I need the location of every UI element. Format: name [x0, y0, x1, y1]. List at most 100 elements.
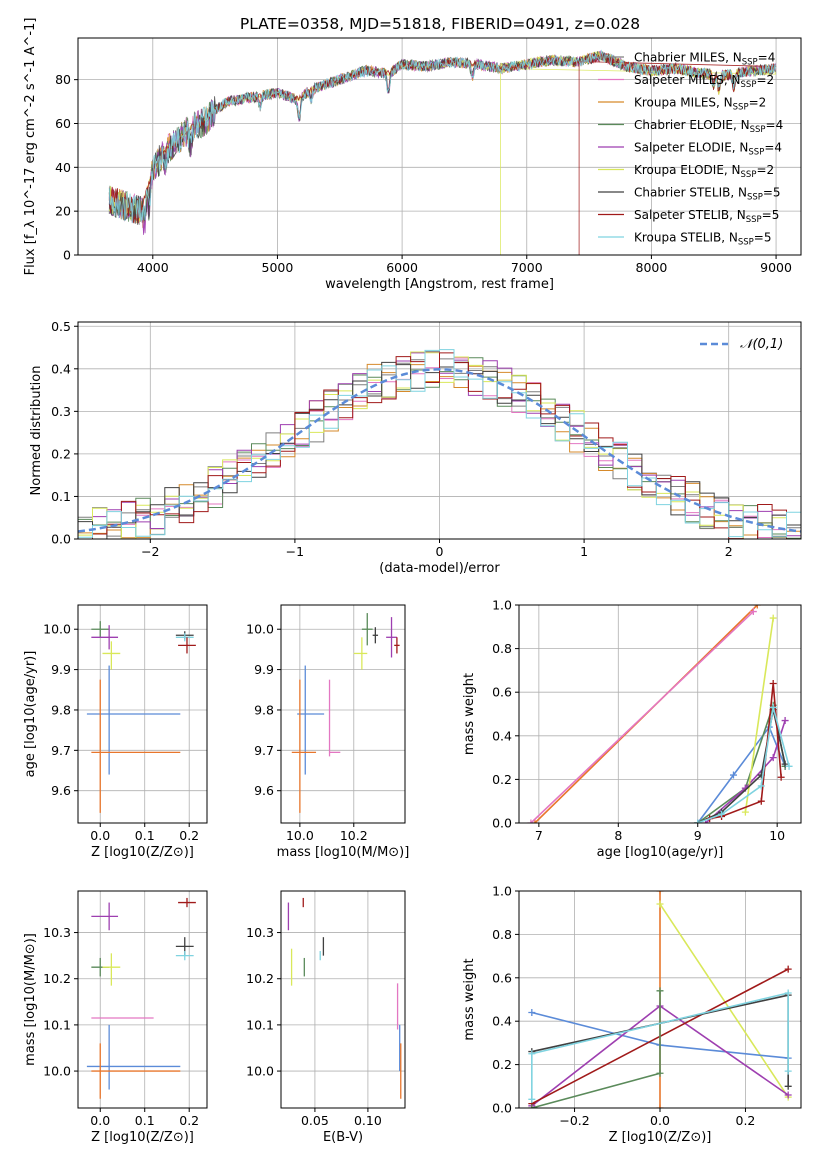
series-point	[718, 810, 726, 818]
errorbar-point	[372, 627, 379, 644]
y-tick-label: 0.2	[51, 446, 71, 461]
series-point	[729, 771, 737, 779]
figure-title: PLATE=0358, MJD=51818, FIBERID=0491, z=0…	[240, 15, 640, 33]
errorbar-point	[297, 665, 325, 775]
age-vs-mass-panel: 10.0 10.2 9.6 9.7 9.8 9.9 10.0 mass [log10(M/M⊙…	[246, 604, 409, 860]
series-point	[656, 1104, 664, 1108]
errorbar-point	[91, 1043, 181, 1099]
series-point	[694, 819, 702, 823]
y-tick-label: 9.9	[254, 662, 274, 677]
x-tick-label: 0.1	[135, 1113, 155, 1128]
series-point	[784, 1091, 792, 1099]
spectrum-line	[108, 50, 777, 255]
x-axis-label: Z [log10(Z/Z⊙)]	[91, 1130, 194, 1145]
x-tick-label: 0.0	[650, 1113, 670, 1128]
x-tick-label: −2	[141, 544, 159, 559]
series-point	[749, 608, 757, 616]
x-tick-label: 0.2	[736, 1113, 756, 1128]
legend-label: Salpeter MILES, NSSP=2	[634, 73, 774, 90]
series-line	[744, 617, 774, 813]
errorbar-point	[86, 665, 181, 775]
x-tick-label: 10.0	[286, 828, 314, 843]
errorbar-point	[175, 951, 194, 961]
y-tick-label: 10.0	[246, 1064, 274, 1079]
y-axis-label: mass weight	[462, 958, 477, 1040]
y-tick-label: 9.7	[254, 743, 274, 758]
x-axis-label: (data-model)/error	[379, 561, 500, 576]
legend-label: Chabrier STELIB, NSSP=5	[634, 186, 781, 203]
x-tick-label: 8000	[636, 260, 668, 275]
weight-vs-metallicity-panel: −0.2 0.0 0.2 0.0 0.2 0.4 0.6 0.8 1.0 Z [log10(Z/Z…	[462, 884, 802, 1145]
errorbar-point	[291, 679, 317, 813]
series-point	[528, 1050, 536, 1058]
series-point	[769, 754, 777, 762]
series-point	[769, 614, 777, 622]
y-tick-label: 9.6	[51, 783, 71, 798]
y-tick-label: 10.3	[246, 925, 274, 940]
y-tick-label: 10.1	[246, 1017, 274, 1032]
mass-vs-ebv-panel: 0.05 0.10 10.0 10.1 10.2 10.3 E(B-V)	[246, 890, 406, 1145]
y-tick-label: 10.2	[246, 971, 274, 986]
x-tick-label: 4000	[137, 260, 169, 275]
errorbar-point	[91, 679, 181, 813]
residuals-panel: −2 −1 0 1 2 0.0 0.1 0.2 0.3 0.4 0.5 (data-model)/er…	[29, 319, 802, 576]
y-tick-label: 60	[55, 116, 71, 131]
legend-label: Kroupa STELIB, NSSP=5	[634, 231, 772, 248]
x-tick-label: 9000	[760, 260, 792, 275]
y-tick-label: 0.5	[51, 319, 71, 334]
errorbar-point	[175, 633, 194, 642]
grid-lines	[78, 891, 207, 1108]
x-tick-label: 2	[725, 544, 733, 559]
y-tick-label: 0.1	[51, 489, 71, 504]
x-tick-label: −1	[286, 544, 304, 559]
series-point	[769, 679, 777, 687]
series-point	[781, 717, 789, 725]
plot-area	[86, 621, 196, 813]
plot-area	[108, 49, 777, 255]
series-point	[527, 819, 535, 823]
x-tick-label: 10.2	[340, 828, 368, 843]
series-point	[784, 965, 792, 973]
errorbar-point	[178, 637, 196, 654]
weight-vs-age-panel: 7 8 9 10 0.0 0.2 0.4 0.6 0.8 1.0 age [log10(age/yr…	[462, 598, 802, 860]
y-tick-label: 20	[55, 204, 71, 219]
series-line	[531, 991, 789, 1100]
age-vs-metallicity-panel: 0.0 0.1 0.2 9.6 9.7 9.8 9.9 10.0 Z [log10(Z/Z⊙)]…	[23, 604, 208, 860]
legend-label: Chabrier ELODIE, NSSP=4	[634, 118, 783, 135]
histogram-step	[78, 357, 801, 539]
x-tick-label: 0.1	[135, 828, 155, 843]
axes-frame	[280, 604, 406, 824]
axes-frame	[77, 890, 208, 1109]
legend: 𝒩(0,1)	[700, 337, 783, 352]
errorbar-point	[353, 637, 368, 670]
y-tick-label: 0.8	[492, 927, 512, 942]
y-tick-label: 0.0	[51, 532, 71, 547]
y-tick-label: 0.0	[492, 816, 512, 831]
y-tick-label: 10.0	[43, 1064, 71, 1079]
legend: Chabrier MILES, NSSP=4 Salpeter MILES, NS…	[598, 51, 783, 248]
axes-frame	[518, 604, 802, 824]
y-tick-label: 0.6	[492, 970, 512, 985]
legend-label: Chabrier MILES, NSSP=4	[634, 51, 775, 68]
series-point	[656, 891, 664, 895]
mass-vs-metallicity-panel: 0.0 0.1 0.2 10.0 10.1 10.2 10.3 Z [log10(Z/Z⊙)]…	[23, 890, 208, 1145]
series-point	[784, 989, 792, 997]
series-point	[531, 819, 539, 823]
x-axis-label: E(B-V)	[323, 1130, 363, 1145]
plot-area	[287, 897, 402, 1099]
series-line	[709, 683, 782, 820]
errorbar-point	[102, 641, 121, 670]
spectrum-panel: 4000 5000 6000 7000 8000 9000 0 20 40 60 80 wavelen…	[23, 18, 802, 292]
series-point	[656, 900, 664, 908]
y-tick-label: 9.8	[51, 702, 71, 717]
x-axis-label: Z [log10(Z/Z⊙)]	[91, 845, 194, 860]
series-point	[656, 1069, 664, 1077]
x-tick-label: −0.2	[559, 1113, 589, 1128]
y-tick-label: 0.4	[492, 1014, 512, 1029]
y-axis-label: age [log10(age/yr)]	[23, 651, 38, 778]
y-tick-label: 9.8	[254, 702, 274, 717]
series-point	[784, 1067, 792, 1075]
x-tick-label: 0.2	[179, 1113, 199, 1128]
errorbar-point	[361, 613, 373, 646]
errorbar-point	[91, 625, 119, 650]
